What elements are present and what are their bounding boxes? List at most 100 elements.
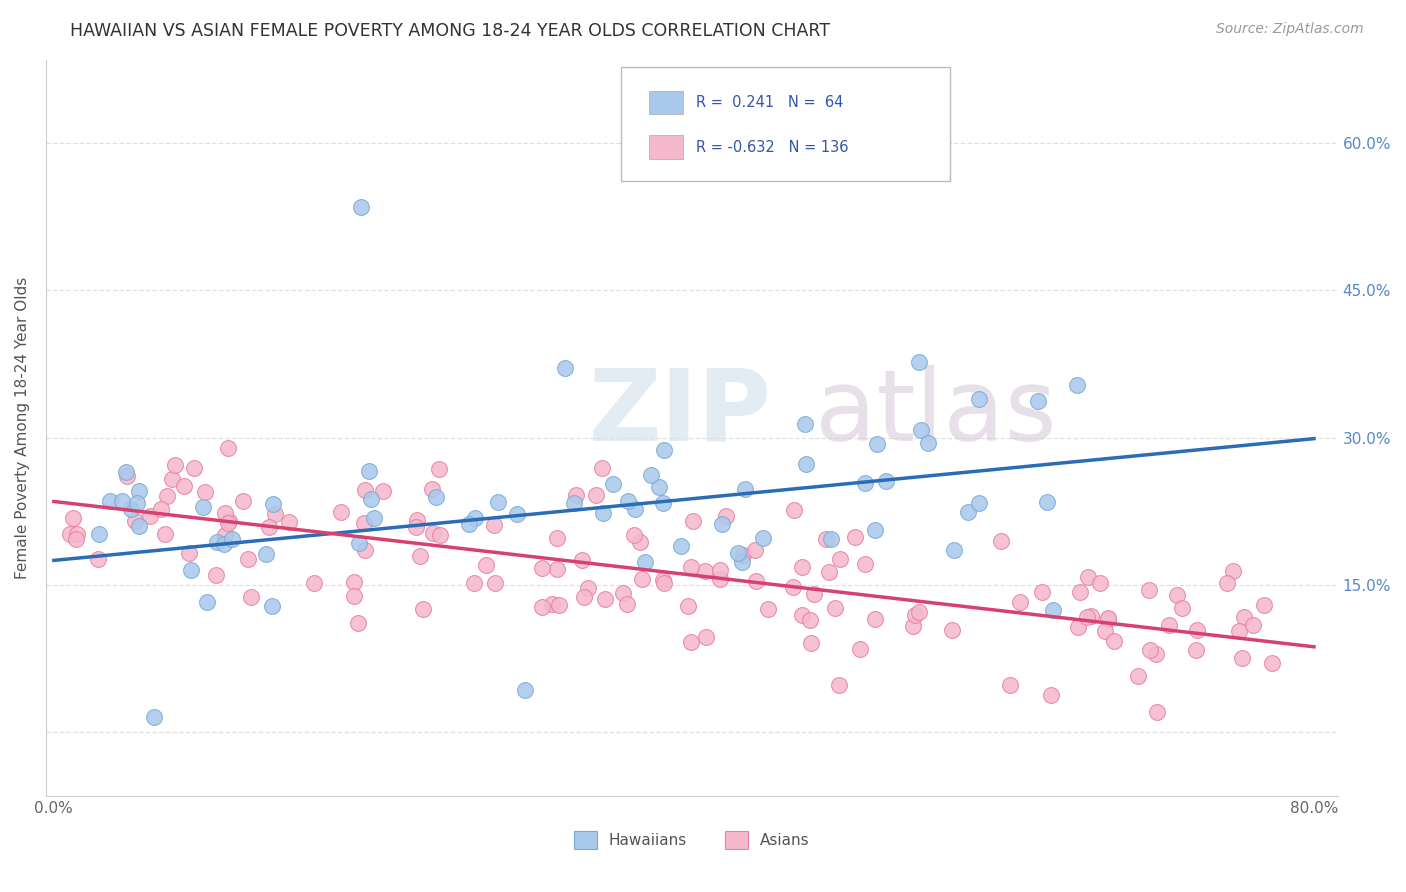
- Point: [125, 495, 148, 509]
- Point: [89, 526, 111, 541]
- Point: [1261, 656, 1284, 670]
- Point: [347, 615, 370, 630]
- Point: [142, 709, 165, 723]
- Point: [330, 505, 353, 519]
- Point: [1253, 599, 1275, 613]
- Point: [623, 502, 645, 516]
- Point: [652, 575, 675, 590]
- Point: [218, 514, 240, 528]
- Point: [422, 525, 444, 540]
- Point: [405, 520, 427, 534]
- Point: [353, 516, 375, 530]
- Point: [1166, 588, 1188, 602]
- Point: [824, 601, 846, 615]
- Point: [1222, 565, 1244, 579]
- Point: [515, 683, 537, 698]
- Point: [111, 494, 134, 508]
- Point: [623, 527, 645, 541]
- Point: [1088, 576, 1111, 591]
- Point: [547, 598, 569, 612]
- Point: [506, 507, 529, 521]
- Legend: Hawaiians, Asians: Hawaiians, Asians: [568, 825, 815, 855]
- Point: [1076, 610, 1098, 624]
- Point: [631, 572, 654, 586]
- Point: [427, 461, 450, 475]
- Point: [800, 635, 823, 649]
- Point: [709, 572, 731, 586]
- Point: [257, 520, 280, 534]
- Point: [1066, 377, 1088, 392]
- Point: [790, 607, 813, 622]
- Point: [616, 597, 638, 611]
- Point: [353, 483, 375, 498]
- Point: [217, 441, 239, 455]
- Point: [901, 619, 924, 633]
- Point: [232, 493, 254, 508]
- Point: [782, 580, 804, 594]
- Point: [65, 532, 87, 546]
- Point: [793, 417, 815, 431]
- Point: [1080, 609, 1102, 624]
- Point: [195, 595, 218, 609]
- Point: [1184, 643, 1206, 657]
- Bar: [650, 90, 683, 114]
- Point: [150, 502, 173, 516]
- Point: [671, 539, 693, 553]
- Point: [156, 490, 179, 504]
- Point: [910, 423, 932, 437]
- Point: [792, 560, 814, 574]
- Point: [820, 533, 842, 547]
- Point: [205, 568, 228, 582]
- Point: [425, 490, 447, 504]
- Point: [592, 506, 614, 520]
- Point: [678, 599, 700, 614]
- Point: [1159, 618, 1181, 632]
- Point: [853, 557, 876, 571]
- Point: [815, 533, 838, 547]
- Point: [591, 460, 613, 475]
- Point: [751, 531, 773, 545]
- Point: [1035, 495, 1057, 509]
- Point: [730, 555, 752, 569]
- Point: [648, 480, 671, 494]
- Point: [633, 555, 655, 569]
- Point: [371, 484, 394, 499]
- Point: [1010, 595, 1032, 609]
- Point: [115, 465, 138, 479]
- Point: [363, 511, 385, 525]
- Point: [124, 514, 146, 528]
- Point: [302, 576, 325, 591]
- Point: [907, 354, 929, 368]
- Point: [799, 613, 821, 627]
- Point: [727, 546, 749, 560]
- Point: [679, 635, 702, 649]
- Point: [464, 511, 486, 525]
- Point: [711, 517, 734, 532]
- Text: atlas: atlas: [814, 365, 1056, 461]
- Point: [163, 458, 186, 472]
- Point: [350, 200, 373, 214]
- Point: [1042, 603, 1064, 617]
- Point: [803, 587, 825, 601]
- Point: [714, 509, 737, 524]
- Point: [463, 576, 485, 591]
- Point: [1031, 584, 1053, 599]
- Point: [262, 497, 284, 511]
- Point: [486, 495, 509, 509]
- Point: [429, 527, 451, 541]
- Point: [1097, 612, 1119, 626]
- Point: [1232, 651, 1254, 665]
- Point: [458, 516, 481, 531]
- Point: [120, 502, 142, 516]
- Text: Source: ZipAtlas.com: Source: ZipAtlas.com: [1216, 22, 1364, 37]
- Point: [66, 527, 89, 541]
- Text: R = -0.632   N = 136: R = -0.632 N = 136: [696, 139, 848, 154]
- Point: [546, 531, 568, 545]
- Point: [865, 611, 887, 625]
- Point: [943, 543, 966, 558]
- Point: [1139, 643, 1161, 657]
- Point: [602, 477, 624, 491]
- Point: [1216, 575, 1239, 590]
- Point: [160, 472, 183, 486]
- Point: [734, 482, 756, 496]
